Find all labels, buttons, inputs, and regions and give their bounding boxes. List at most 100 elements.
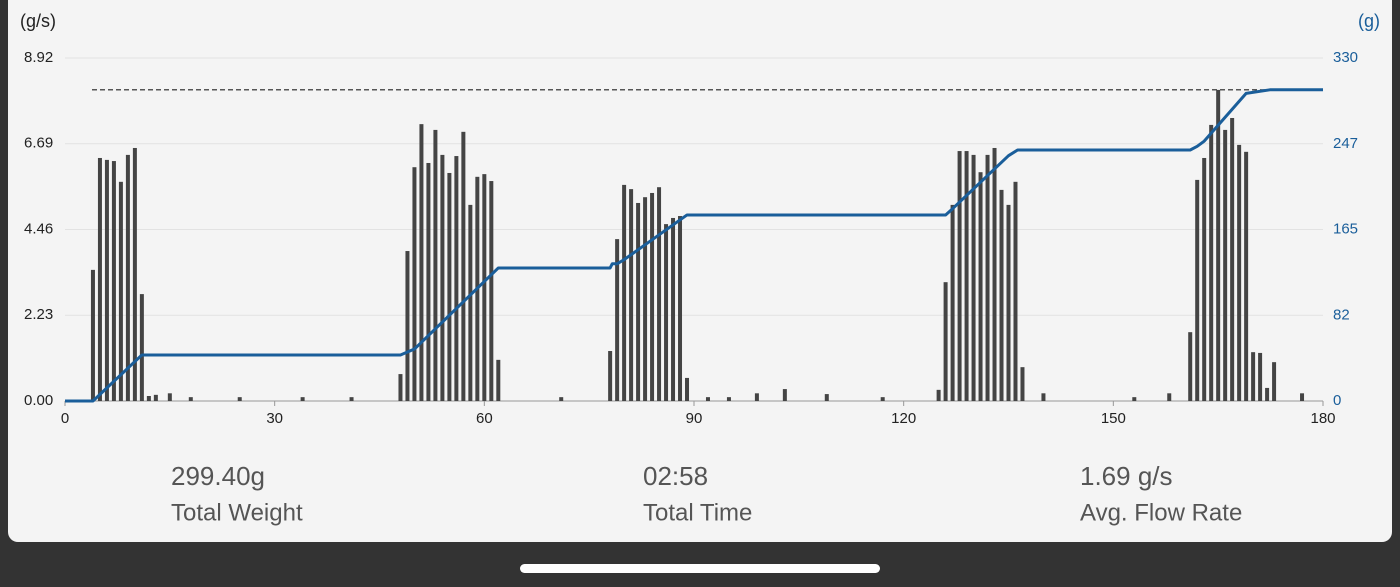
bar <box>754 393 759 401</box>
bar <box>1258 352 1263 401</box>
y-tick-label: 8.92 <box>24 49 53 66</box>
bar <box>461 131 466 401</box>
bar <box>685 377 690 401</box>
bar <box>1195 179 1200 401</box>
bar <box>824 394 829 401</box>
bar <box>1230 117 1235 402</box>
bar <box>97 157 102 401</box>
bar <box>300 397 305 401</box>
bar <box>90 269 95 401</box>
bar <box>978 172 983 401</box>
bar <box>398 374 403 401</box>
stat-value: 02:58 <box>643 461 708 491</box>
bar <box>146 396 151 401</box>
y-tick-label: 6.69 <box>24 135 53 152</box>
bar <box>125 154 130 401</box>
y-tick-label: 2.23 <box>24 306 53 323</box>
bar <box>1006 204 1011 401</box>
bar <box>237 397 242 401</box>
stat-label: Total Time <box>643 499 752 526</box>
x-tick-label: 120 <box>891 410 916 427</box>
bar <box>957 151 962 401</box>
bar <box>1251 352 1256 401</box>
bar <box>1188 332 1193 401</box>
y2-tick-label: 82 <box>1333 307 1350 324</box>
bar <box>167 393 172 401</box>
bar <box>992 147 997 401</box>
bar <box>936 389 941 401</box>
weight-line <box>65 88 1323 403</box>
bar <box>559 397 564 401</box>
card <box>8 0 1392 542</box>
bar <box>1300 393 1305 401</box>
y-axis-label: (g/s) <box>20 11 56 31</box>
y2-tick-label: 0 <box>1333 392 1341 409</box>
bar <box>1223 129 1228 401</box>
x-tick-label: 0 <box>61 410 69 427</box>
y2-tick-label: 165 <box>1333 220 1358 237</box>
bar <box>650 192 655 401</box>
bar <box>657 187 662 401</box>
x-tick-label: 150 <box>1101 410 1126 427</box>
bar <box>139 294 144 401</box>
bar <box>188 397 193 401</box>
bar <box>447 172 452 401</box>
bar <box>622 184 627 401</box>
x-tick-label: 60 <box>476 410 493 427</box>
bar <box>664 224 669 401</box>
stat-value: 1.69 g/s <box>1080 461 1173 491</box>
bar <box>496 359 501 401</box>
bar <box>1020 367 1025 401</box>
bar <box>943 282 948 401</box>
bar <box>880 397 885 401</box>
bar <box>971 154 976 401</box>
y2-axis-label: (g) <box>1358 11 1380 31</box>
bar <box>153 394 158 401</box>
bar <box>489 181 494 401</box>
bar <box>1244 151 1249 401</box>
bar <box>1167 393 1172 401</box>
y-tick-label: 4.46 <box>24 220 53 237</box>
bar <box>426 162 431 401</box>
bar <box>132 147 137 401</box>
bar <box>782 389 787 401</box>
bar <box>1237 144 1242 401</box>
bar <box>433 129 438 401</box>
bar <box>419 124 424 402</box>
bar <box>405 251 410 401</box>
bar <box>1265 387 1270 401</box>
y2-tick-label: 330 <box>1333 49 1358 66</box>
bar <box>1209 124 1214 401</box>
x-tick-label: 90 <box>686 410 703 427</box>
stat-value: 299.40g <box>171 461 265 491</box>
bar <box>964 151 969 401</box>
y2-tick-label: 247 <box>1333 135 1358 152</box>
bar <box>615 239 620 401</box>
bar <box>1013 181 1018 401</box>
x-tick-label: 180 <box>1310 410 1335 427</box>
bar <box>454 156 459 401</box>
bar <box>643 197 648 401</box>
bar <box>1272 362 1277 401</box>
bar <box>985 154 990 401</box>
y-tick-label: 0.00 <box>24 392 53 409</box>
bar <box>678 216 683 401</box>
bar <box>1216 89 1221 401</box>
bar <box>118 181 123 401</box>
bar <box>468 204 473 401</box>
bar <box>950 204 955 401</box>
bar <box>111 161 116 401</box>
bar <box>999 189 1004 401</box>
bar <box>726 397 731 401</box>
stat-label: Total Weight <box>171 499 303 526</box>
bar <box>1202 157 1207 401</box>
bar <box>412 167 417 401</box>
bar <box>349 397 354 401</box>
bar <box>705 397 710 401</box>
bar <box>104 159 109 401</box>
bar <box>440 154 445 401</box>
bar <box>629 189 634 401</box>
bar <box>608 351 613 401</box>
